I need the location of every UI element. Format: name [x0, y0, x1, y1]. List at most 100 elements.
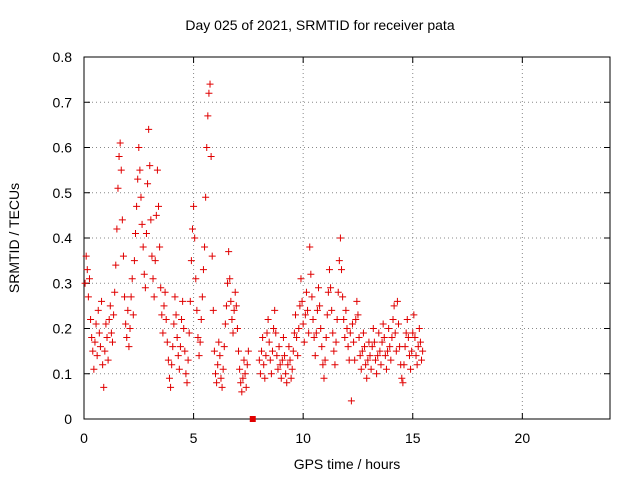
data-point: [174, 352, 182, 360]
data-point: [403, 315, 411, 323]
data-point: [89, 347, 97, 355]
data-point: [293, 334, 301, 342]
data-point: [291, 311, 299, 319]
data-point: [407, 365, 415, 373]
data-point: [356, 352, 364, 360]
data-point: [371, 356, 379, 364]
data-point: [379, 320, 387, 328]
data-point: [193, 306, 201, 314]
data-point: [411, 334, 419, 342]
data-point: [148, 252, 156, 260]
data-point: [302, 288, 310, 296]
data-point: [127, 293, 135, 301]
data-point: [99, 361, 107, 369]
data-point: [401, 343, 409, 351]
data-point: [129, 311, 137, 319]
data-point: [255, 356, 263, 364]
y-tick-label: 0.3: [53, 275, 73, 291]
data-point: [230, 306, 238, 314]
data-point: [398, 374, 406, 382]
tick-layer: 0 5 10 15 20 0 0.1 0.2 0.3 0.4 0.5 0.6 0.7 0.8: [53, 49, 610, 446]
data-point: [218, 383, 226, 391]
data-point: [377, 361, 385, 369]
data-point: [125, 343, 133, 351]
data-point: [159, 329, 167, 337]
data-point: [358, 347, 366, 355]
y-tick-label: 0.6: [53, 140, 73, 156]
data-point: [241, 370, 249, 378]
data-point: [136, 166, 144, 174]
y-tick-label: 0.5: [53, 185, 73, 201]
data-point: [319, 361, 327, 369]
data-point: [259, 334, 267, 342]
data-point: [362, 361, 370, 369]
data-point: [207, 153, 215, 161]
data-point: [122, 320, 130, 328]
data-point: [263, 329, 271, 337]
data-point: [381, 352, 389, 360]
x-tick-label: 15: [405, 430, 421, 446]
data-point: [115, 153, 123, 161]
data-point: [335, 257, 343, 265]
data-point: [198, 293, 206, 301]
data-point: [138, 220, 146, 228]
data-point: [228, 315, 236, 323]
data-point: [153, 166, 161, 174]
data-point: [384, 347, 392, 355]
data-point: [149, 275, 157, 283]
data-point: [351, 356, 359, 364]
data-point: [169, 343, 177, 351]
data-point: [342, 306, 350, 314]
data-point: [219, 365, 227, 373]
data-point: [212, 370, 219, 378]
data-point: [296, 302, 304, 310]
baseline-marker: [249, 416, 256, 422]
x-tick-label: 5: [190, 430, 198, 446]
data-point: [285, 343, 293, 351]
data-point: [274, 365, 282, 373]
data-point: [307, 270, 315, 278]
data-point: [348, 320, 356, 328]
data-point: [113, 225, 121, 233]
data-point: [414, 343, 422, 351]
data-point: [301, 311, 309, 319]
data-point: [346, 329, 354, 337]
data-point: [118, 216, 126, 224]
data-point: [388, 334, 396, 342]
data-point: [260, 361, 268, 369]
data-point: [264, 315, 272, 323]
data-point: [412, 352, 420, 360]
grid-layer: [84, 57, 610, 419]
data-point: [128, 275, 136, 283]
data-point: [233, 325, 241, 332]
data-point: [273, 352, 281, 360]
data-point: [192, 275, 200, 283]
data-point: [311, 352, 319, 360]
data-point: [133, 202, 141, 210]
data-point: [155, 202, 163, 210]
data-point: [91, 338, 99, 346]
data-point: [106, 302, 114, 310]
data-point: [195, 352, 203, 360]
data-point: [261, 374, 269, 382]
data-point: [295, 325, 303, 332]
data-point: [341, 334, 349, 342]
data-point: [215, 338, 223, 346]
data-point: [409, 329, 417, 337]
data-point: [355, 334, 363, 342]
data-point: [185, 329, 193, 337]
data-point: [184, 356, 192, 364]
data-point: [375, 329, 383, 337]
data-point: [332, 338, 340, 346]
data-point: [270, 325, 278, 332]
data-point: [315, 284, 323, 292]
data-point: [126, 325, 134, 332]
data-point: [310, 334, 318, 342]
x-axis-label: GPS time / hours: [293, 456, 401, 472]
data-point: [297, 275, 305, 283]
data-point: [330, 347, 338, 355]
data-point: [395, 320, 403, 328]
data-point: [191, 234, 199, 242]
data-point: [370, 338, 378, 346]
data-point: [385, 325, 393, 332]
